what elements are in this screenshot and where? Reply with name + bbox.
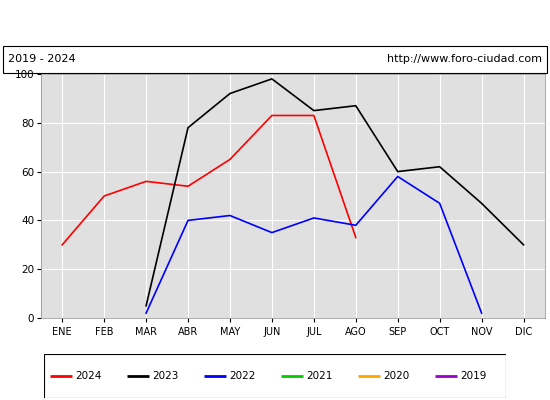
Text: 2019 - 2024: 2019 - 2024 (8, 54, 76, 64)
Text: 2024: 2024 (75, 371, 101, 381)
Text: 2020: 2020 (383, 371, 409, 381)
Text: http://www.foro-ciudad.com: http://www.foro-ciudad.com (387, 54, 542, 64)
Text: Evolucion Nº Turistas Extranjeros en el municipio de Redecilla del Camino: Evolucion Nº Turistas Extranjeros en el … (16, 16, 534, 28)
Text: 2023: 2023 (152, 371, 178, 381)
Text: 2019: 2019 (460, 371, 486, 381)
Text: 2022: 2022 (229, 371, 255, 381)
Text: 2021: 2021 (306, 371, 332, 381)
